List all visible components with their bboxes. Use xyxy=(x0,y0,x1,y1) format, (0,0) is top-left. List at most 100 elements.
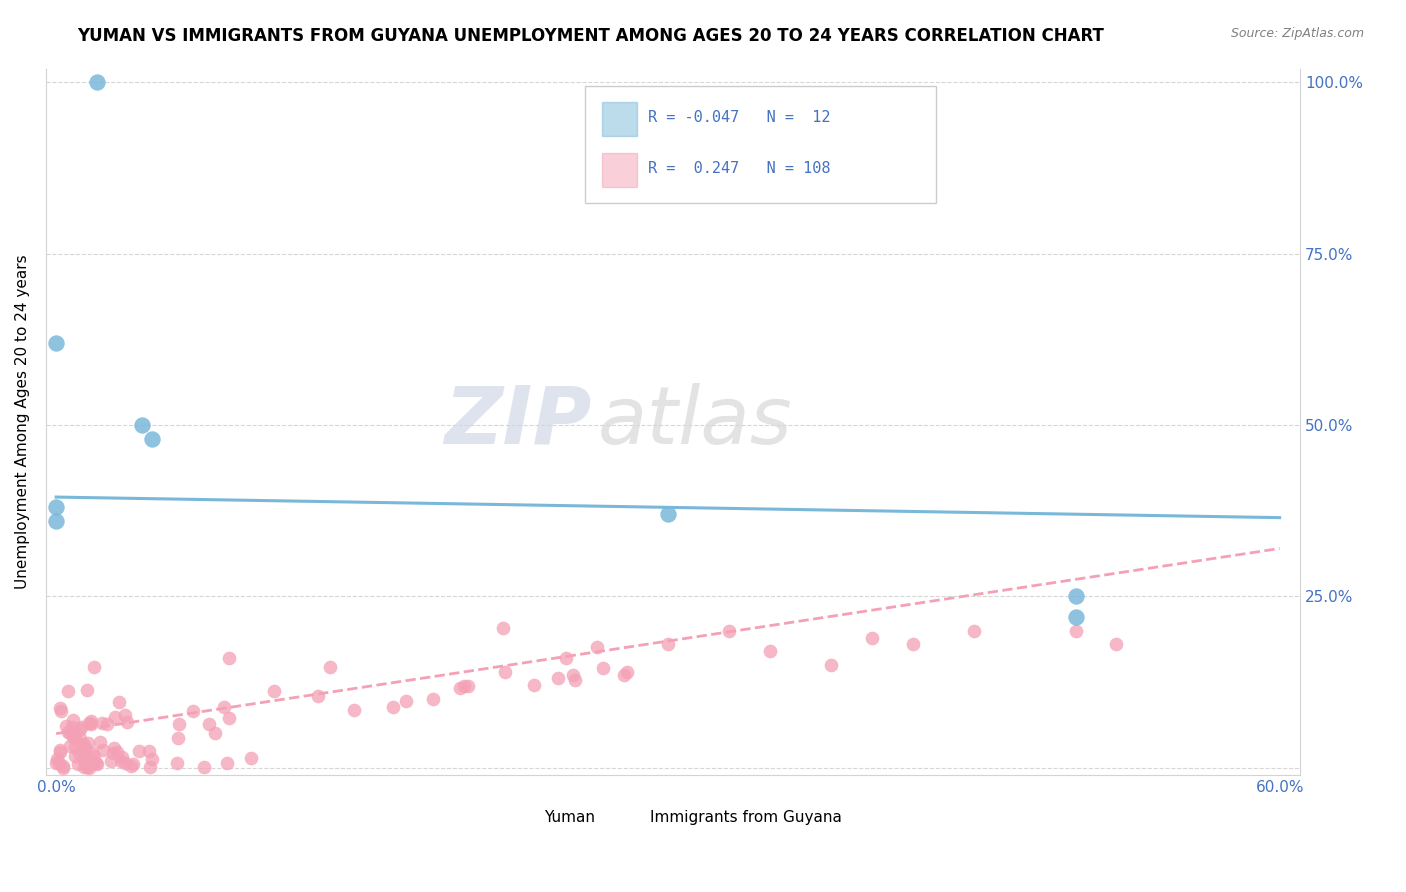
Point xyxy=(77,761,100,775)
Point xyxy=(1105,638,1128,652)
Point xyxy=(76,760,98,774)
Point xyxy=(63,731,86,745)
Point xyxy=(449,681,471,695)
Point xyxy=(69,722,91,736)
Point xyxy=(52,761,75,775)
Point xyxy=(58,684,80,698)
Point xyxy=(453,679,475,693)
Point xyxy=(67,746,90,760)
Point xyxy=(104,709,127,723)
Point xyxy=(75,749,97,764)
Point xyxy=(105,745,128,759)
Point xyxy=(395,694,418,708)
Point xyxy=(49,745,72,759)
Point xyxy=(83,748,105,763)
Point xyxy=(84,756,107,770)
Bar xyxy=(510,808,537,828)
Point xyxy=(198,717,221,731)
Point xyxy=(592,661,614,675)
Point xyxy=(108,695,131,709)
Point xyxy=(616,665,638,679)
Point xyxy=(65,739,87,754)
Point xyxy=(79,714,101,728)
Point xyxy=(69,720,91,734)
Point xyxy=(52,759,75,773)
Point xyxy=(1064,610,1087,624)
Point xyxy=(103,740,125,755)
Point xyxy=(77,736,100,750)
Point xyxy=(131,418,153,433)
Text: R = -0.047   N =  12: R = -0.047 N = 12 xyxy=(648,111,831,126)
Point xyxy=(555,651,578,665)
Point xyxy=(76,757,98,772)
Point xyxy=(759,644,782,658)
Point xyxy=(101,746,124,760)
Point xyxy=(80,717,103,731)
Point xyxy=(55,719,77,733)
Point xyxy=(139,759,162,773)
Point xyxy=(69,731,91,746)
Point xyxy=(492,622,515,636)
Point xyxy=(111,750,134,764)
Text: Yuman: Yuman xyxy=(544,810,595,824)
Point xyxy=(901,638,924,652)
Point xyxy=(76,759,98,773)
Point xyxy=(166,756,188,770)
Point xyxy=(212,699,235,714)
Point xyxy=(73,739,96,754)
Point xyxy=(91,715,114,730)
Point xyxy=(49,704,72,718)
Point xyxy=(100,754,122,768)
Point xyxy=(48,756,70,770)
Point xyxy=(422,692,444,706)
Point xyxy=(494,665,516,679)
Point xyxy=(307,690,329,704)
Point xyxy=(62,730,84,744)
Point xyxy=(1064,624,1087,638)
Point xyxy=(657,507,679,521)
Point xyxy=(80,746,103,760)
Text: atlas: atlas xyxy=(598,383,793,460)
Point xyxy=(120,759,142,773)
Point xyxy=(167,731,190,746)
Point xyxy=(181,704,204,718)
Bar xyxy=(602,102,637,136)
Point xyxy=(46,752,69,766)
Point xyxy=(613,668,636,682)
Point xyxy=(167,716,190,731)
Point xyxy=(83,659,105,673)
Point xyxy=(382,699,405,714)
Point xyxy=(77,715,100,730)
Point xyxy=(72,738,94,752)
Point xyxy=(45,514,67,528)
Point xyxy=(58,726,80,740)
Point xyxy=(319,660,342,674)
Point xyxy=(72,752,94,766)
Point xyxy=(110,754,132,768)
Point xyxy=(45,335,67,350)
Point xyxy=(56,725,79,739)
Point xyxy=(239,751,262,765)
Point xyxy=(218,651,240,665)
Point xyxy=(561,667,583,681)
Point xyxy=(820,658,842,673)
Point xyxy=(547,671,569,685)
Point xyxy=(49,742,72,756)
Point xyxy=(138,744,160,758)
Point xyxy=(141,752,163,766)
Point xyxy=(523,678,546,692)
Point xyxy=(67,757,90,772)
Point xyxy=(91,743,114,757)
Point xyxy=(457,679,479,693)
Point xyxy=(76,682,98,697)
Point xyxy=(263,684,285,698)
Point xyxy=(860,631,883,645)
Text: YUMAN VS IMMIGRANTS FROM GUYANA UNEMPLOYMENT AMONG AGES 20 TO 24 YEARS CORRELATI: YUMAN VS IMMIGRANTS FROM GUYANA UNEMPLOY… xyxy=(77,27,1104,45)
Point xyxy=(114,756,136,771)
Point xyxy=(62,713,84,727)
Point xyxy=(963,624,986,638)
Point xyxy=(141,432,163,446)
Point xyxy=(343,703,366,717)
Text: ZIP: ZIP xyxy=(444,383,592,460)
Point xyxy=(586,640,609,654)
